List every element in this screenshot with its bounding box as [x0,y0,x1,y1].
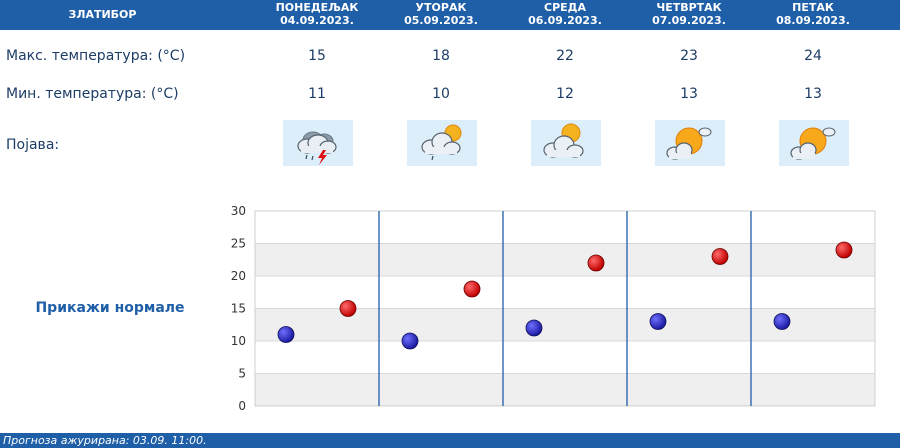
min-temp-value: 12 [556,86,574,102]
day-header-2: УТОРАК 05.09.2023. [379,1,503,27]
y-tick-label: 0 [238,399,246,413]
min-temp-value: 11 [308,86,326,102]
min-temp-value: 13 [804,86,822,102]
mostly-sunny-icon [779,120,849,166]
location-name: ЗЛАТИБОР [68,8,137,21]
max-temp-label: Макс. температура: (°C) [6,48,186,64]
thunderstorm-rain-icon [283,120,353,166]
min-temp-point [401,332,419,350]
max-temp-point [339,300,357,317]
min-temp-point [277,326,295,343]
min-temp-point [525,319,543,337]
chart-points [277,241,853,350]
grid-band [255,373,875,406]
max-temp-point [711,248,729,265]
day-name: СРЕДА [544,1,586,14]
forecast-header: ЗЛАТИБОР ПОНЕДЕЉАК 04.09.2023. УТОРАК 05… [0,0,900,30]
max-temp-value: 22 [556,48,574,64]
day-date: 05.09.2023. [404,14,478,27]
max-temp-point [587,254,605,272]
day-header-3: СРЕДА 06.09.2023. [503,1,627,27]
chart-grid [254,210,876,407]
min-temp-point [649,313,667,330]
y-tick-label: 15 [231,302,246,316]
day-header-5: ПЕТАК 08.09.2023. [751,1,875,27]
plot-border [254,210,876,407]
forecast-updated: Прогноза ажурирана: 03.09. 11:00. [0,433,900,448]
y-tick-label: 25 [231,237,246,251]
day-date: 08.09.2023. [776,14,850,27]
max-temp-point [835,241,853,259]
phenomenon-label: Појава: [6,137,60,153]
y-axis-ticks: 0 5 10 15 20 25 30 [231,204,246,413]
grid-band [255,308,875,341]
max-temp-value: 24 [804,48,822,64]
partly-cloudy-rain-icon [407,120,477,166]
max-temp-point [463,280,481,298]
day-dividers [378,211,752,406]
day-header-4: ЧЕТВРТАК 07.09.2023. [627,1,751,27]
grid-band [255,243,875,276]
y-tick-label: 30 [231,204,246,218]
min-temp-value: 10 [432,86,450,102]
max-temp-value: 15 [308,48,326,64]
max-temp-value: 23 [680,48,698,64]
day-date: 04.09.2023. [280,14,354,27]
partly-cloudy-icon [531,120,601,166]
day-name: ЧЕТВРТАК [656,1,722,14]
y-tick-label: 10 [231,334,246,348]
day-name: ПОНЕДЕЉАК [275,1,359,14]
day-name: ПЕТАК [792,1,834,14]
day-date: 06.09.2023. [528,14,602,27]
show-normals-link[interactable]: Прикажи нормале [35,300,185,316]
y-tick-label: 20 [231,269,246,283]
min-temp-label: Мин. температура: (°C) [6,86,179,102]
max-temp-value: 18 [432,48,450,64]
mostly-sunny-icon [655,120,725,166]
day-name: УТОРАК [415,1,467,14]
day-header-1: ПОНЕДЕЉАК 04.09.2023. [255,1,379,27]
y-tick-label: 5 [238,367,246,381]
day-date: 07.09.2023. [652,14,726,27]
min-temp-point [773,313,791,330]
min-temp-value: 13 [680,86,698,102]
temperature-chart: 0 5 10 15 20 25 30 [231,204,876,413]
